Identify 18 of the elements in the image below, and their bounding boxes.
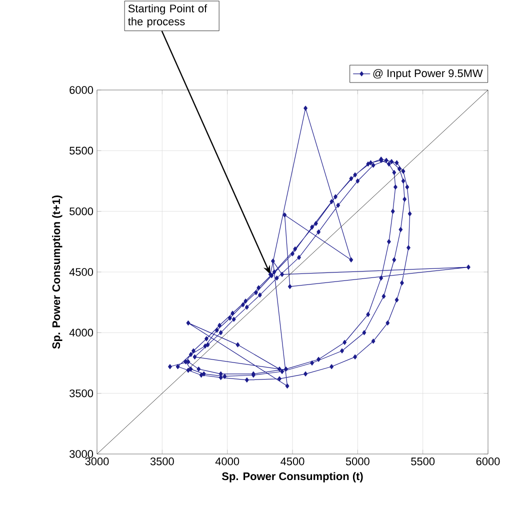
- y-tick-label: 5500: [70, 146, 94, 155]
- y-axis-title: Sp. Power Consumption (t+1): [52, 195, 62, 349]
- y-tick-label: 3500: [70, 389, 94, 398]
- y-tick-label: 3000: [70, 450, 94, 458]
- x-tick-label: 3500: [150, 458, 174, 466]
- x-axis-title: Sp. Power Consumption (t): [222, 472, 363, 482]
- y-tick-label: 4000: [69, 328, 94, 337]
- x-tick-label: 5500: [411, 458, 435, 466]
- y-tick-label: 4500: [69, 268, 94, 276]
- annotation: Starting Point of the process: [128, 4, 208, 28]
- x-tick-label: 4000: [215, 458, 240, 466]
- legend-label: @ Input Power 9.5MW: [373, 69, 483, 80]
- y-tick-label: 5000: [70, 207, 94, 216]
- x-tick-label: 6000: [476, 458, 500, 466]
- x-tick-label: 3000: [85, 458, 109, 466]
- x-tick-label: 4500: [280, 458, 304, 466]
- y-tick-label: 6000: [70, 86, 94, 94]
- x-tick-label: 5000: [346, 458, 370, 466]
